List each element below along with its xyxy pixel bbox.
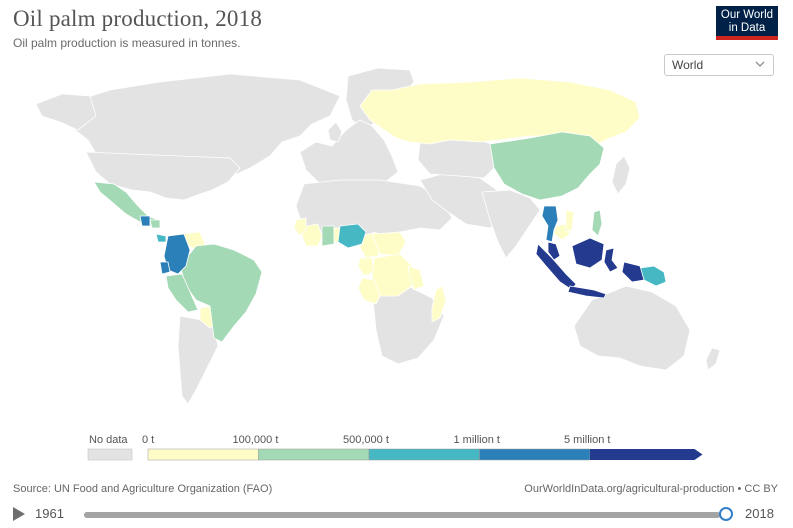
logo-line-1: Our World [720, 9, 774, 21]
honduras[interactable] [149, 219, 161, 229]
timeline-track[interactable] [84, 512, 728, 518]
russia[interactable] [359, 77, 641, 145]
indonesia-sulawesi[interactable] [603, 247, 619, 273]
indonesia-java[interactable] [567, 285, 607, 299]
no-data-land [0, 60, 721, 405]
footer-link[interactable]: OurWorldInData.org/agricultural-producti… [524, 483, 778, 495]
japan-korea [611, 155, 631, 195]
south-america-south [177, 315, 219, 405]
source-note: Source: UN Food and Agriculture Organiza… [13, 483, 273, 495]
chart-subtitle: Oil palm production is measured in tonne… [13, 36, 241, 50]
china[interactable] [489, 131, 605, 201]
region-dropdown[interactable]: World [664, 54, 774, 76]
ecuador[interactable] [159, 261, 171, 275]
timeline-progress [84, 512, 720, 518]
timeline-start-year: 1961 [35, 506, 64, 521]
alaska [35, 93, 97, 131]
gabon-congo[interactable] [357, 257, 375, 277]
legend-bin-label: 500,000 t [343, 434, 389, 446]
legend-no-data-label: No data [89, 434, 128, 446]
uk [327, 121, 343, 143]
world-map[interactable] [0, 60, 793, 430]
legend-bin-label: 1 million t [454, 434, 500, 446]
australia [573, 285, 691, 371]
new-zealand [705, 347, 721, 371]
central-africa[interactable] [371, 231, 407, 257]
thailand[interactable] [541, 205, 559, 243]
legend-bin-swatch [590, 449, 703, 460]
angola[interactable] [357, 277, 381, 305]
legend-bin-swatch [147, 448, 259, 461]
legend-bin-label: 100,000 t [233, 434, 279, 446]
philippines[interactable] [591, 209, 603, 237]
india [481, 189, 541, 259]
tanzania[interactable] [407, 265, 425, 291]
nigeria[interactable] [337, 223, 367, 249]
ghana-side[interactable] [321, 225, 335, 247]
liberia-guinea[interactable] [293, 217, 307, 237]
chevron-down-icon [755, 61, 765, 68]
south-africa [371, 285, 445, 365]
legend-bin-swatch [479, 448, 591, 461]
brazil[interactable] [179, 243, 263, 343]
indonesia-borneo[interactable] [571, 237, 605, 269]
logo-line-2: in Data [728, 22, 766, 34]
play-icon[interactable] [13, 507, 25, 521]
madagascar[interactable] [431, 285, 447, 323]
map-legend: No data 0 t 100,000 t 500,000 t 1 million t… [87, 434, 703, 461]
timeline-end-year: 2018 [745, 506, 774, 521]
guatemala[interactable] [139, 215, 151, 227]
legend-bin-swatch [258, 448, 370, 461]
papua-new-guinea[interactable] [639, 265, 667, 287]
chart-title: Oil palm production, 2018 [13, 6, 263, 31]
ivory-coast[interactable] [301, 223, 323, 247]
legend-bin-label: 5 million t [564, 434, 610, 446]
indonesia-papua[interactable] [621, 261, 645, 283]
legend-bin-swatch [368, 448, 480, 461]
vietnam-south[interactable] [565, 209, 575, 233]
peru[interactable] [165, 273, 199, 313]
legend-no-data-swatch [87, 448, 133, 461]
timeline-handle[interactable] [719, 507, 733, 521]
owid-logo[interactable]: Our World in Data [716, 6, 778, 40]
colombia[interactable] [163, 233, 191, 275]
costa-rica-panama[interactable] [155, 233, 167, 243]
legend-bin-label: 0 t [142, 434, 154, 446]
region-dropdown-value: World [672, 58, 704, 72]
timeline[interactable]: 1961 2018 [0, 500, 793, 528]
malaysia-peninsula[interactable] [547, 241, 561, 261]
